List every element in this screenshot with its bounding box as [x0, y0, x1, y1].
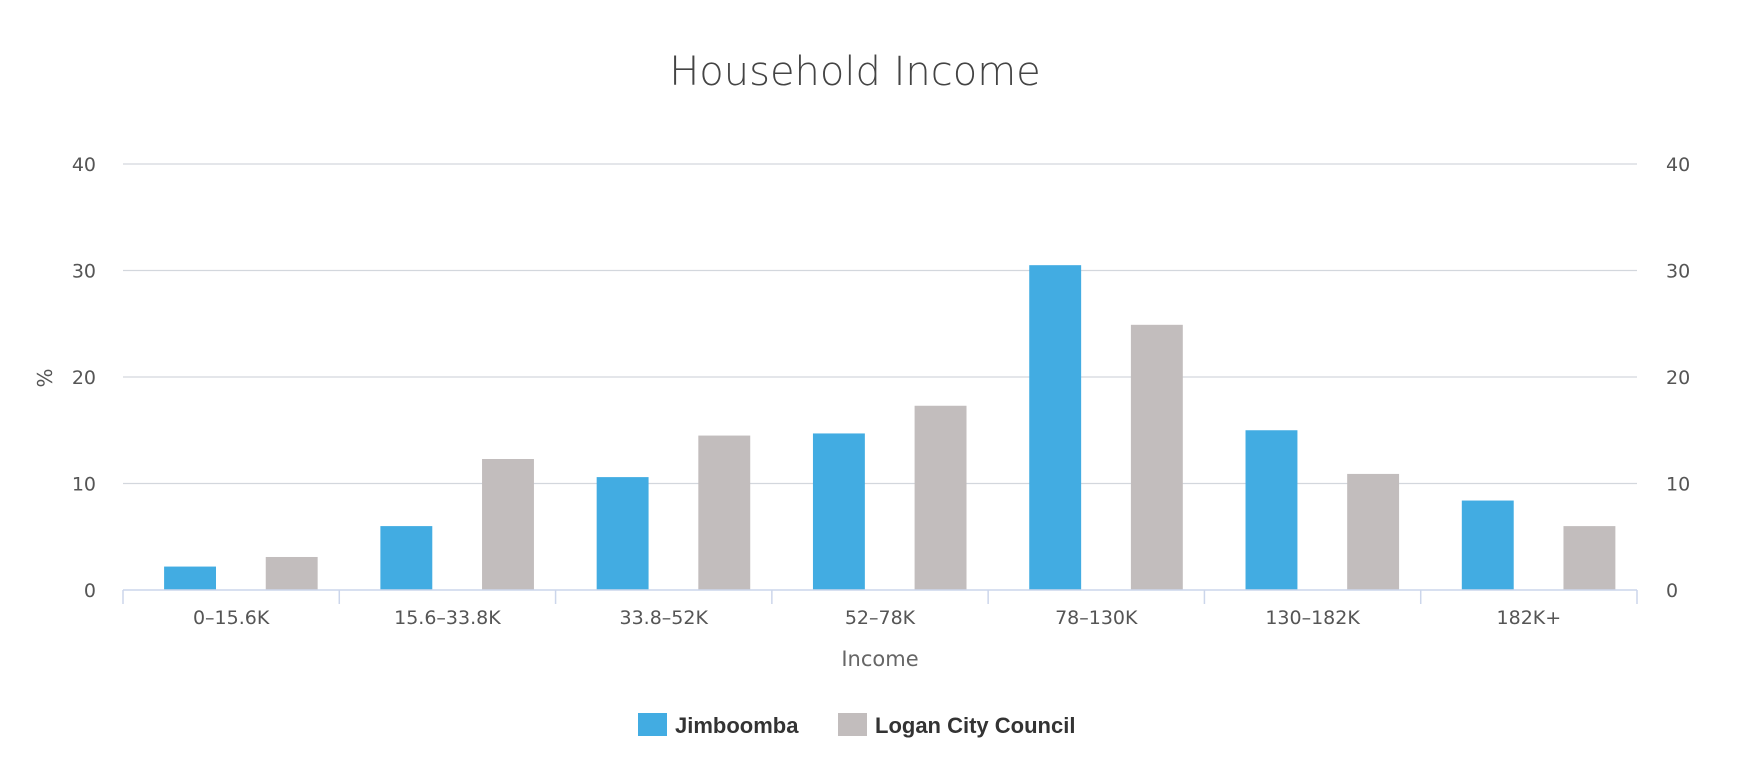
x-tick-label: 33.8–52K [619, 607, 708, 629]
y-tick-label-left: 30 [72, 261, 96, 283]
bar-series-2 [1130, 324, 1183, 590]
y-tick-label-left: 10 [72, 474, 96, 496]
legend-label-1: Jimboomba [675, 713, 799, 738]
x-tick-label: 78–130K [1055, 607, 1138, 629]
y-axis-left: 0 10 20 30 40 [72, 154, 96, 602]
legend: Jimboomba Logan City Council [638, 713, 1075, 738]
y-axis-right: 0 10 20 30 40 [1666, 154, 1690, 602]
bars [164, 265, 1616, 590]
x-tick-label: 182K+ [1497, 607, 1562, 629]
bar-series-1 [1461, 500, 1514, 590]
bar-series-1 [1245, 430, 1298, 590]
x-tick-label: 0–15.6K [193, 607, 270, 629]
x-tick-label: 130–182K [1265, 607, 1360, 629]
y-tick-label-right: 40 [1666, 154, 1690, 176]
x-axis: 0–15.6K 15.6–33.8K 33.8–52K 52–78K 78–130K 13… [122, 589, 1638, 629]
legend-label-2: Logan City Council [875, 713, 1075, 738]
bar-series-1 [1029, 265, 1082, 590]
x-tick-label: 52–78K [845, 607, 916, 629]
legend-swatch-1 [638, 713, 667, 736]
y-tick-label-left: 40 [72, 154, 96, 176]
y-tick-label-right: 10 [1666, 474, 1690, 496]
bar-series-2 [1563, 526, 1616, 590]
bar-series-1 [596, 477, 649, 590]
bar-series-2 [914, 405, 967, 590]
legend-swatch-2 [838, 713, 867, 736]
bar-series-1 [164, 566, 217, 590]
bar-series-2 [482, 459, 534, 590]
x-axis-title: Income [841, 647, 918, 671]
grid-lines [123, 163, 1637, 485]
y-tick-label-left: 20 [72, 367, 96, 389]
x-tick-label: 15.6–33.8K [394, 607, 501, 629]
bar-series-2 [265, 556, 318, 590]
bar-series-1 [380, 526, 433, 590]
y-tick-label-right: 0 [1666, 580, 1678, 602]
bar-series-2 [1347, 473, 1400, 590]
y-tick-label-left: 0 [84, 580, 96, 602]
bar-series-1 [812, 433, 865, 590]
y-axis-title: % [33, 368, 57, 387]
bar-series-2 [698, 435, 751, 590]
y-tick-label-right: 30 [1666, 261, 1690, 283]
y-tick-label-right: 20 [1666, 367, 1690, 389]
chart-title: Household Income [669, 49, 1041, 95]
